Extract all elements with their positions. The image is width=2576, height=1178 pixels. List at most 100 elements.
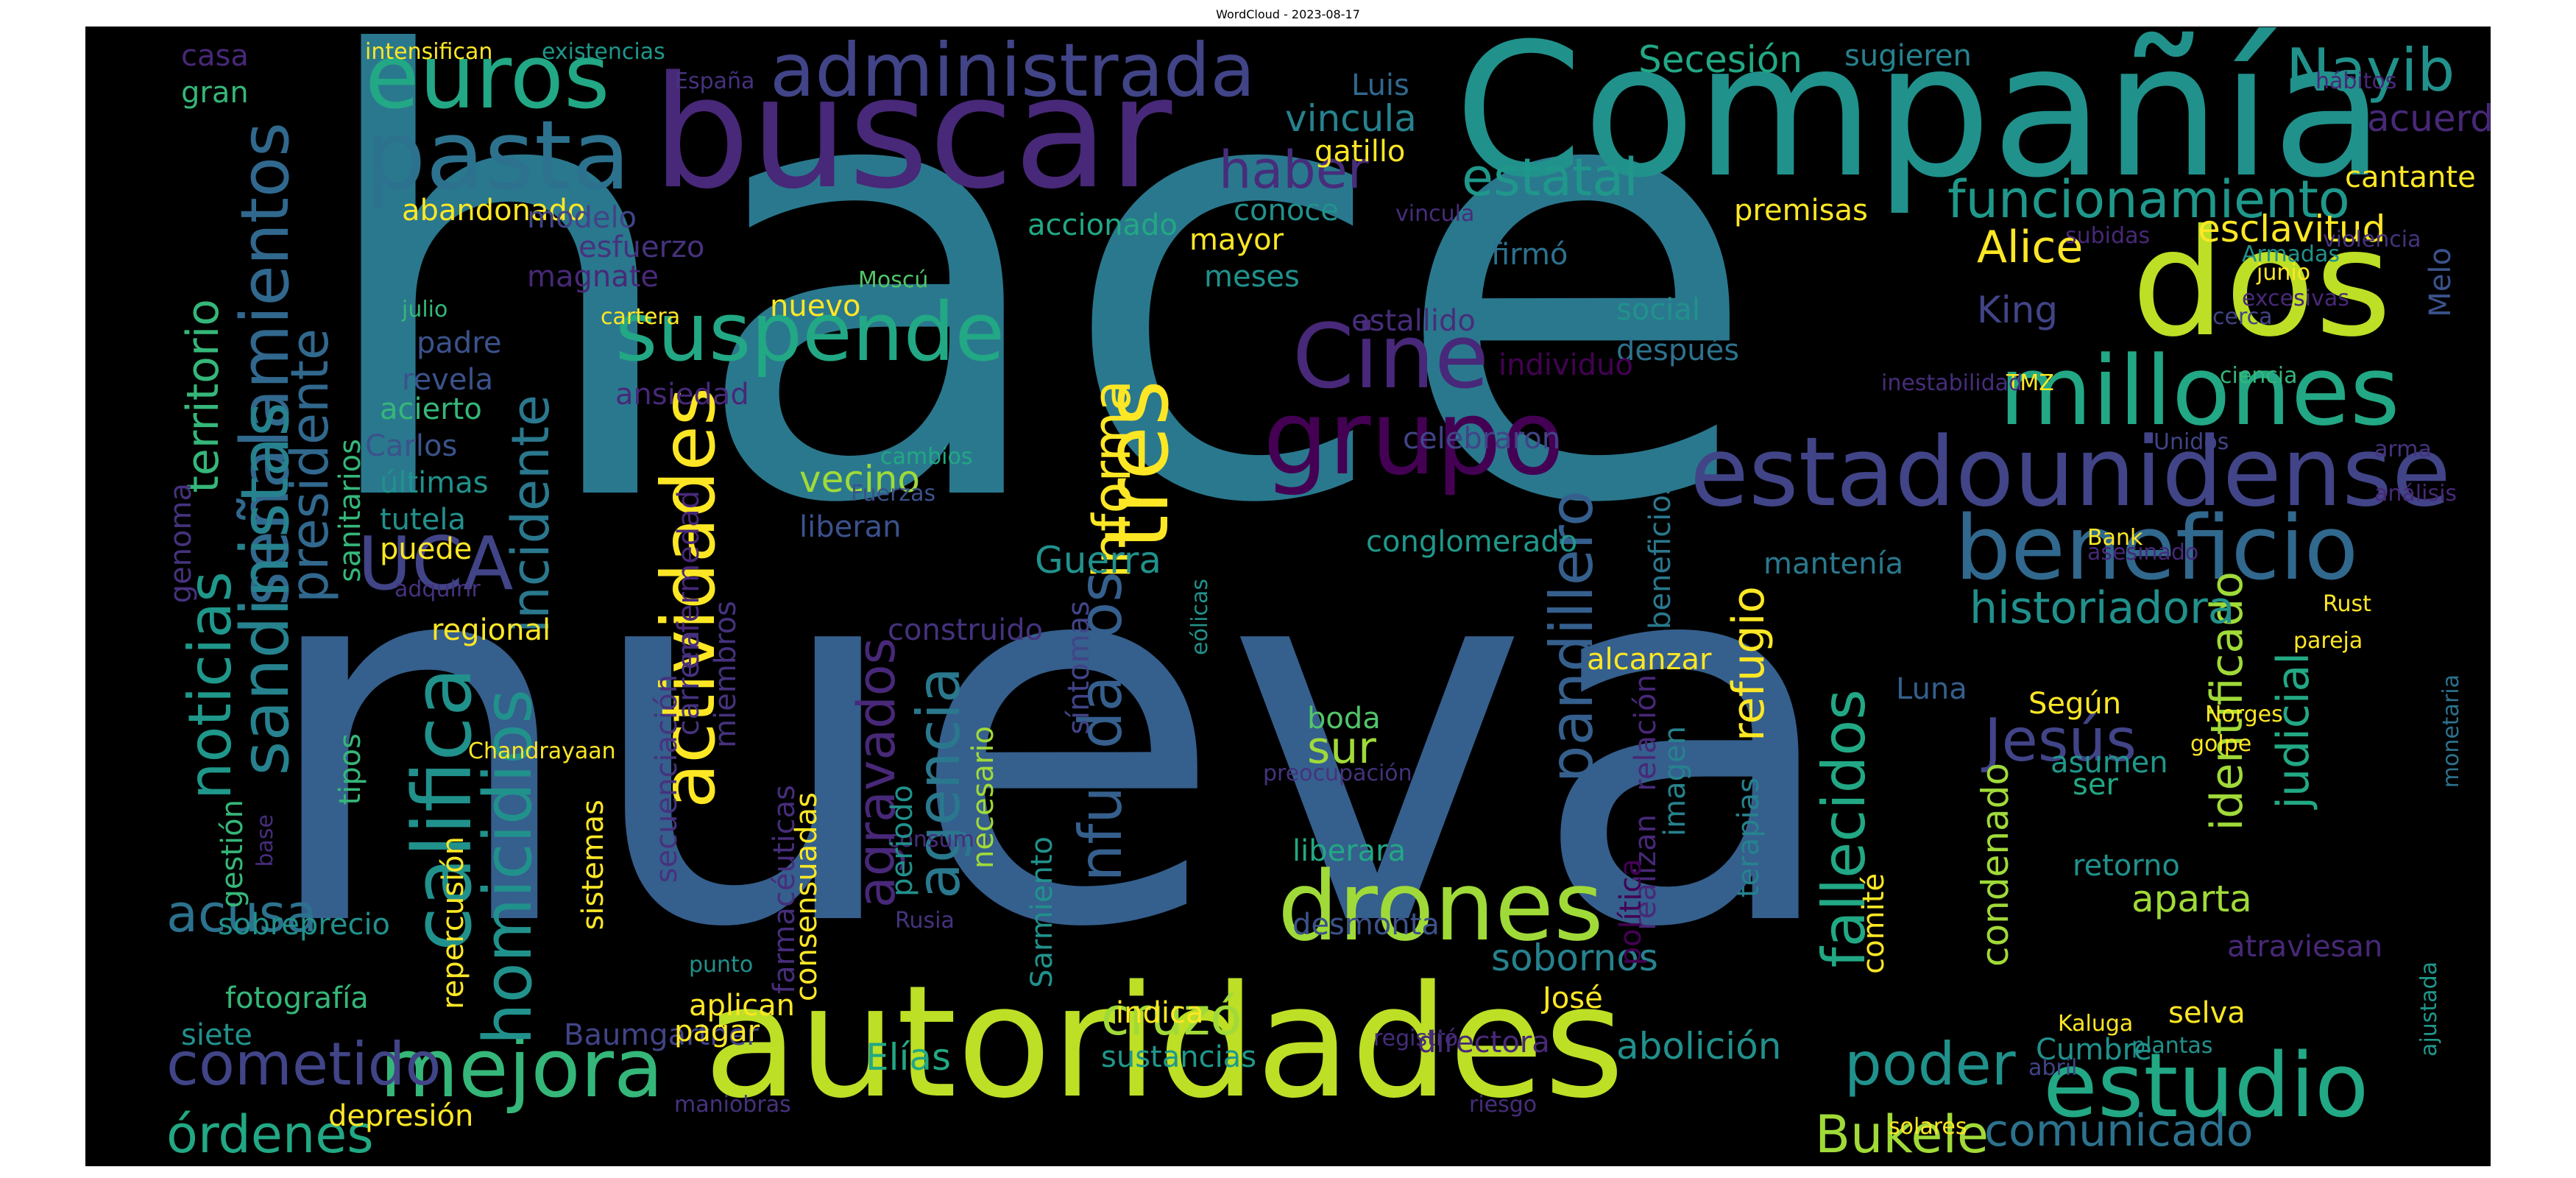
word-2: Compañía (1454, 27, 2385, 218)
word-155: magnate (527, 260, 659, 294)
word-123: Kaluga (2058, 1011, 2134, 1037)
word-146: cambios (880, 444, 973, 470)
word-67: José (1543, 981, 1603, 1015)
word-175: tipos (333, 733, 367, 805)
word-94: Luis (1351, 68, 1409, 102)
word-162: acierto (380, 392, 482, 426)
word-132: sustancias (1101, 1040, 1257, 1074)
word-135: Rusia (895, 908, 955, 934)
word-114: beneficiosas (1643, 446, 1677, 629)
word-11: drones (1278, 850, 1604, 962)
word-177: gestión (216, 800, 250, 909)
word-165: tutela (380, 503, 466, 537)
word-107: Luna (1896, 672, 1967, 706)
word-63: vecino (799, 458, 921, 501)
word-27: presidente (280, 328, 340, 604)
word-152: gran (181, 76, 249, 110)
word-133: Sarmiento (1025, 836, 1059, 988)
word-89: meses (1204, 260, 1300, 294)
word-45: sugieren (1844, 39, 1972, 73)
word-0: hace (306, 27, 1762, 635)
word-182: farmacéuticas (768, 785, 802, 994)
word-183: periodo (885, 785, 919, 897)
word-15: Cine (1292, 306, 1490, 409)
word-102: inestabilidad (1881, 370, 2023, 396)
word-96: violencia (2323, 227, 2421, 253)
word-176: Chandrayaan (468, 738, 616, 764)
word-115: Según (2028, 687, 2122, 721)
word-91: accionado (1027, 208, 1178, 242)
word-136: consumo (888, 827, 988, 853)
word-65: sur (1307, 722, 1376, 774)
word-73: estallido (1351, 304, 1476, 338)
word-10: administrada (770, 27, 1256, 113)
word-95: hábitos (2315, 68, 2397, 94)
word-131: indica (1116, 996, 1204, 1030)
word-50: Alice (1977, 222, 2084, 273)
word-57: Baumgartner (564, 1018, 759, 1052)
word-144: liberan (799, 510, 902, 544)
word-156: Moscú (858, 267, 929, 293)
word-25: noticias (176, 571, 244, 800)
word-149: existencias (542, 39, 665, 65)
word-80: arma (2374, 437, 2432, 462)
word-43: funcionamiento (1947, 169, 2350, 230)
word-143: construido (888, 613, 1044, 647)
word-60: aparta (2131, 878, 2252, 920)
word-77: TMZ (2006, 370, 2054, 396)
word-108: alcanzar (1587, 643, 1712, 677)
word-79: análisis (2374, 481, 2458, 507)
word-49: esclavitud (2198, 208, 2386, 250)
word-157: cartera (601, 304, 681, 330)
word-141: desmonta (1292, 908, 1440, 942)
chart-title: WordCloud - 2023-08-17 (1216, 7, 1360, 21)
word-130: registró (1373, 1026, 1458, 1051)
word-181: sistemas (576, 800, 610, 931)
word-9: pasta (365, 99, 631, 211)
word-188: siete (181, 1018, 252, 1052)
word-172: carrera (672, 630, 706, 736)
word-28: cometido (166, 1030, 442, 1098)
word-194: comité (1857, 873, 1891, 974)
word-166: puede (380, 532, 473, 566)
word-185: aplican (689, 989, 795, 1023)
word-122: selva (2168, 996, 2246, 1030)
word-44: Secesión (1638, 38, 1802, 81)
word-68: acuerdo (2367, 97, 2491, 140)
word-109: relación (1629, 674, 1663, 791)
word-78: Unidos (2154, 429, 2229, 455)
word-59: abolición (1616, 1025, 1782, 1068)
word-46: haber (1219, 140, 1369, 200)
word-126: abril (2028, 1055, 2078, 1081)
word-139: eólicas (1187, 579, 1213, 655)
word-92: abandonado (402, 194, 586, 228)
word-74: social (1616, 293, 1701, 327)
word-70: Melo (2424, 247, 2458, 317)
word-13: estudio (2043, 1035, 2369, 1138)
word-7: millones (1999, 335, 2400, 447)
word-148: España (674, 68, 755, 94)
word-75: después (1616, 334, 1740, 367)
word-125: plantas (2131, 1033, 2213, 1059)
word-3: buscar (652, 43, 1172, 223)
word-168: genoma (164, 483, 198, 604)
word-20: mejora (380, 1021, 664, 1115)
word-12: beneficio (1955, 498, 2359, 600)
word-93: gatillo (1314, 135, 1406, 169)
word-116: asumen (2050, 746, 2168, 780)
word-106: mantenía (1763, 547, 1904, 581)
word-61: condenado (1974, 763, 2017, 967)
word-14: grupo (1263, 378, 1565, 498)
word-21: UCA (358, 521, 514, 607)
word-53: poder (1844, 1030, 2016, 1098)
word-118: retorno (2073, 849, 2180, 883)
word-1: nueva (255, 440, 1846, 1040)
word-195: atraviesan (2227, 930, 2383, 964)
word-117: ser (2073, 768, 2118, 802)
word-158: nuevo (770, 289, 861, 323)
word-178: base (252, 814, 278, 867)
word-111: imagen (1658, 726, 1692, 836)
word-127: solares (1889, 1114, 1967, 1140)
word-81: asesinado (2087, 540, 2199, 565)
word-184: punto (689, 952, 754, 978)
